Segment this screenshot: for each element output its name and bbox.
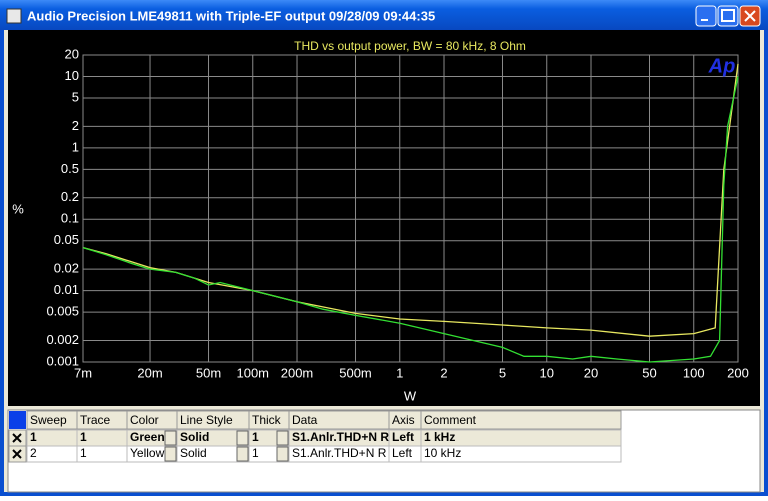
cell-text: 1 kHz <box>424 430 455 444</box>
header-text: Color <box>130 413 159 427</box>
x-tick-label: 5 <box>499 365 506 380</box>
header-text: Data <box>292 413 318 427</box>
header-text: Axis <box>392 413 415 427</box>
x-tick-label: 50m <box>196 365 221 380</box>
cell-text: S1.Anlr.THD+N R <box>292 446 387 460</box>
app-icon <box>6 8 22 24</box>
x-tick-label: 20m <box>137 365 162 380</box>
header-text: Line Style <box>180 413 233 427</box>
x-tick-label: 200 <box>727 365 749 380</box>
minimize-button[interactable] <box>695 5 717 27</box>
logo: Ap <box>708 55 736 77</box>
y-tick-label: 20 <box>65 46 79 61</box>
x-axis-label: W <box>404 388 417 403</box>
x-tick-label: 7m <box>74 365 92 380</box>
x-tick-label: 2 <box>440 365 447 380</box>
cell-text: S1.Anlr.THD+N R <box>292 430 389 444</box>
header-text: Trace <box>80 413 111 427</box>
cell-text: Solid <box>180 446 207 460</box>
x-tick-label: 100m <box>236 365 269 380</box>
plot: 20 10 5 2 1 0.5 0.2 0.1 0.05 0.02 0.01 0.005 0.002 0.… <box>12 39 749 403</box>
cell-text: Left <box>392 430 414 444</box>
cell-text: 1 <box>252 446 259 460</box>
y-tick-label: 2 <box>72 118 79 133</box>
cell-text: 1 <box>252 430 259 444</box>
cell-text: 1 <box>30 430 37 444</box>
close-glyph <box>744 10 756 22</box>
x-tick-label: 20 <box>584 365 598 380</box>
cell-text: Green <box>130 430 165 444</box>
dropdown-button[interactable] <box>276 446 289 462</box>
y-tick-label: 0.002 <box>46 332 79 347</box>
cell-text: Yellow <box>130 446 165 460</box>
y-axis-label: % <box>12 201 24 216</box>
chart-title: THD vs output power, BW = 80 kHz, 8 Ohm <box>294 39 526 53</box>
cell-text: 2 <box>30 446 37 460</box>
maximize-glyph <box>721 9 735 22</box>
x-tick-label: 100 <box>683 365 705 380</box>
y-tick-label: 5 <box>72 89 79 104</box>
y-tick-label: 0.02 <box>54 261 79 276</box>
window-title: Audio Precision LME49811 with Triple-EF … <box>27 8 435 23</box>
row-check <box>12 449 22 459</box>
x-tick-label: 500m <box>339 365 372 380</box>
trace-table: Sweep Trace Color Line Style Thick Data Axis Co… <box>7 409 761 493</box>
cell-text: Solid <box>180 430 209 444</box>
table-cell[interactable] <box>420 445 622 463</box>
dropdown-button[interactable] <box>276 430 289 446</box>
header-cell[interactable] <box>420 410 622 430</box>
y-tick-label: 0.2 <box>61 189 79 204</box>
corner-cell <box>9 411 26 429</box>
graph-panel <box>8 30 760 406</box>
x-tick-label: 10 <box>540 365 554 380</box>
y-tick-label: 0.5 <box>61 161 79 176</box>
header-text: Comment <box>424 413 477 427</box>
cell-text: 1 <box>80 430 87 444</box>
y-tick-label: 10 <box>65 68 79 83</box>
y-tick-label: 0.005 <box>46 304 79 319</box>
title-bar <box>0 0 768 30</box>
y-tick-label: 1 <box>72 139 79 154</box>
window-buttons <box>695 5 761 27</box>
dropdown-button[interactable] <box>164 446 177 462</box>
row-check <box>12 433 22 443</box>
cell-text: Left <box>392 446 413 460</box>
y-tick-label: 0.01 <box>54 282 79 297</box>
dropdown-button[interactable] <box>236 430 249 446</box>
x-tick-label: 200m <box>281 365 314 380</box>
x-tick-label: 1 <box>396 365 403 380</box>
y-tick-label: 0.1 <box>61 211 79 226</box>
minimize-glyph <box>701 19 708 21</box>
x-tick-label: 50 <box>642 365 656 380</box>
y-tick-label: 0.001 <box>46 353 79 368</box>
header-text: Thick <box>252 413 282 427</box>
cell-text: 1 <box>80 446 87 460</box>
dropdown-button[interactable] <box>236 446 249 462</box>
y-tick-label: 0.05 <box>54 232 79 247</box>
data-line <box>82 76 739 363</box>
cell-text: 10 kHz <box>424 446 461 460</box>
dropdown-button[interactable] <box>164 430 177 446</box>
header-text: Sweep <box>30 413 67 427</box>
